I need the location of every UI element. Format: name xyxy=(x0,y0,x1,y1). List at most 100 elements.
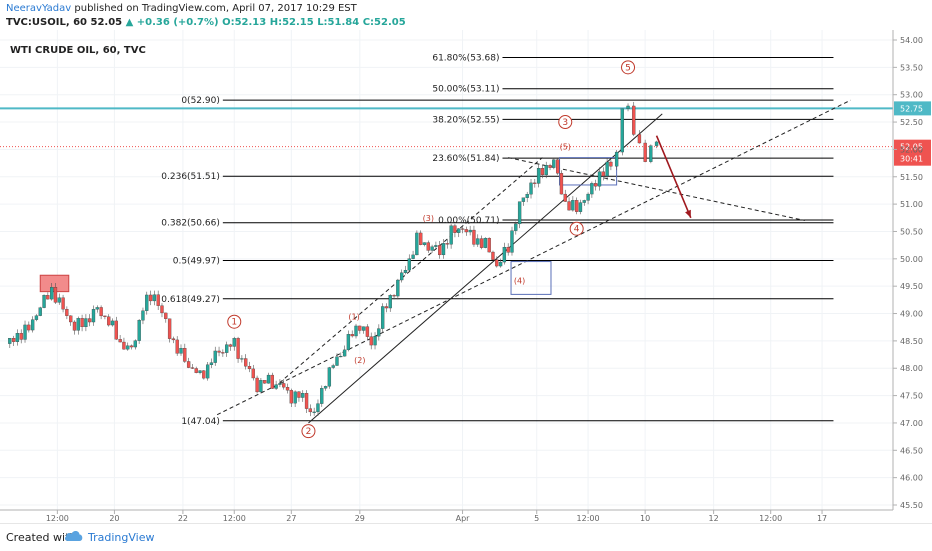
candle-body xyxy=(529,182,533,195)
candle-body xyxy=(476,238,480,245)
candle-body xyxy=(637,134,642,144)
y-tick-label: 48.50 xyxy=(900,337,923,346)
y-tick-label: 50.50 xyxy=(900,227,923,236)
candle-body xyxy=(544,165,548,176)
wave-label: 1 xyxy=(231,318,237,328)
fib-label: 0.382(50.66) xyxy=(161,219,220,229)
x-tick-label: 12:00 xyxy=(759,514,782,523)
candle-body xyxy=(407,258,411,271)
candle-body xyxy=(422,242,427,245)
candle-body xyxy=(141,310,145,321)
candle-body xyxy=(323,386,328,389)
candle-body xyxy=(118,339,122,343)
fib-label: 0(52.90) xyxy=(181,96,220,106)
wave-circle xyxy=(621,60,636,75)
candle-body xyxy=(225,344,229,353)
candle-body xyxy=(582,200,586,203)
fib-label: 0.236(51.51) xyxy=(161,172,220,182)
candle-body xyxy=(293,391,297,404)
x-tick-label: 27 xyxy=(286,514,296,523)
candle-body xyxy=(19,333,23,340)
price-chart[interactable]: 0(52.90) 0.236(51.51) 0.382(50.66) 0.5(49.9… xyxy=(0,30,932,523)
candle-body xyxy=(80,318,84,328)
candle-body xyxy=(289,390,293,404)
wave4-box xyxy=(510,261,552,295)
candle-body xyxy=(438,245,442,256)
candle-body xyxy=(186,361,191,368)
candle-body xyxy=(419,232,423,245)
x-tick-label: 22 xyxy=(178,514,188,523)
created-with-text: Created with xyxy=(6,531,77,544)
candle-body xyxy=(11,337,16,342)
candle-body xyxy=(91,309,96,323)
x-axis[interactable]: 12:00 20 22 12:00 27 29 Apr 5 12:00 10 12 12:00 17 xyxy=(46,510,827,523)
candle-body xyxy=(228,344,233,347)
candle-body xyxy=(396,279,400,297)
wave-label: 4 xyxy=(574,225,580,235)
low-value: L:51.84 xyxy=(317,17,360,28)
candle-body xyxy=(540,168,545,176)
candle-body xyxy=(384,306,389,309)
candle-body xyxy=(487,237,491,253)
y-tick-label: 49.00 xyxy=(900,310,923,319)
candle-body xyxy=(156,294,160,306)
y-tick-label: 53.00 xyxy=(900,91,923,100)
candle-body xyxy=(198,370,202,373)
channel-lower xyxy=(216,99,851,416)
candle-body xyxy=(525,194,529,198)
x-tick-label: 20 xyxy=(109,514,119,523)
fib-label: 1(47.04) xyxy=(181,417,220,427)
candle-body xyxy=(472,229,476,245)
tradingview-cloud-icon xyxy=(64,531,83,541)
y-tick-label: 47.00 xyxy=(900,419,923,428)
candle-body xyxy=(354,325,358,337)
candle-body xyxy=(346,334,351,351)
x-tick-label: 10 xyxy=(640,514,650,523)
candle-body xyxy=(107,316,111,326)
candle-body xyxy=(517,201,522,225)
candle-body xyxy=(445,243,449,245)
y-tick-label: 47.50 xyxy=(900,392,923,401)
candle-body xyxy=(388,295,392,309)
candle-body xyxy=(194,368,198,373)
y-tick-label: 50.00 xyxy=(900,255,923,264)
candle-body xyxy=(601,171,605,177)
author-link[interactable]: NeeravYadav xyxy=(6,3,72,14)
wave-circle xyxy=(227,314,242,329)
candle-body xyxy=(42,295,46,308)
candle-body xyxy=(331,365,335,368)
candle-body xyxy=(266,374,271,384)
y-tick-label: 51.50 xyxy=(900,173,923,182)
annotations: 0(52.90) 0.236(51.51) 0.382(50.66) 0.5(49.9… xyxy=(0,54,931,427)
y-axis[interactable]: 54.00 53.50 53.00 52.50 52.00 51.50 51.00 50.50… xyxy=(893,36,923,510)
trendline xyxy=(308,113,663,424)
candle-body xyxy=(34,315,39,320)
y-tick-label: 52.00 xyxy=(900,145,923,154)
candle-body xyxy=(361,326,366,331)
candle-body xyxy=(392,295,396,297)
candle-body xyxy=(152,294,157,302)
candle-body xyxy=(342,349,347,357)
candle-body xyxy=(590,183,594,195)
candle-body xyxy=(464,229,468,233)
candle-body xyxy=(72,321,77,331)
candle-body xyxy=(377,328,381,337)
candle-body xyxy=(491,251,495,260)
candle-body xyxy=(430,246,434,251)
last-price-label: 52.05 xyxy=(900,143,923,152)
candle-body xyxy=(605,161,609,177)
tradingview-link[interactable]: TradingView xyxy=(88,531,155,544)
resistance-price-label: 52.75 xyxy=(900,104,923,113)
candle-body xyxy=(586,193,590,201)
candle-body xyxy=(632,105,636,135)
candle-body xyxy=(365,326,370,337)
candle-body xyxy=(498,261,503,267)
candles xyxy=(8,101,659,417)
y-tick-label: 51.00 xyxy=(900,200,923,209)
candle-body xyxy=(30,319,35,331)
y-tick-label: 54.00 xyxy=(900,36,923,45)
candle-body xyxy=(426,242,430,251)
candle-body xyxy=(53,287,58,303)
candle-body xyxy=(301,393,305,398)
candle-body xyxy=(110,320,115,326)
